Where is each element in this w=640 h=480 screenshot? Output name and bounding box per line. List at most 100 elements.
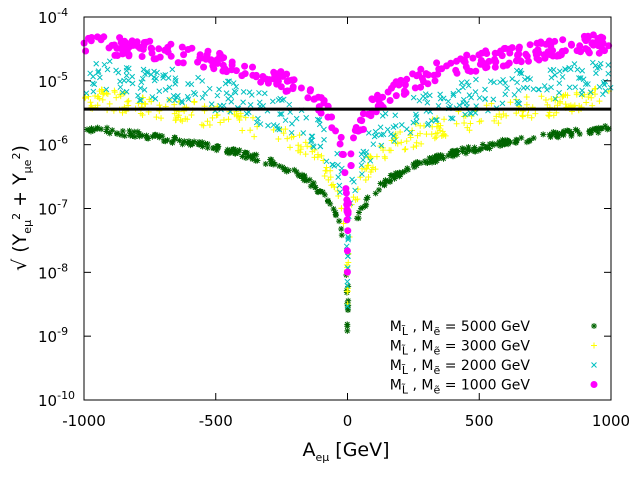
- data-point: [111, 87, 118, 94]
- data-point: [593, 70, 599, 77]
- data-point: [328, 182, 335, 189]
- data-point: [231, 88, 238, 95]
- data-point: [452, 66, 460, 74]
- data-point: [152, 133, 159, 140]
- data-point: [188, 140, 195, 147]
- data-point: [289, 120, 295, 127]
- data-point: [90, 73, 96, 80]
- data-point: [224, 146, 231, 153]
- data-point: [256, 99, 263, 106]
- data-point: [464, 79, 470, 85]
- data-point: [256, 89, 262, 96]
- data-point: [242, 154, 249, 161]
- data-point: [337, 133, 345, 141]
- data-point: [397, 129, 404, 136]
- data-point: [602, 123, 609, 130]
- data-point: [375, 186, 382, 193]
- data-point: [352, 124, 360, 131]
- data-point: [202, 140, 209, 147]
- data-point: [137, 85, 144, 91]
- data-point: [458, 80, 465, 86]
- data-point: [382, 110, 389, 117]
- x-tick-label: 0: [343, 412, 353, 430]
- data-point: [226, 78, 232, 85]
- data-point: [530, 86, 537, 92]
- data-point: [391, 138, 398, 144]
- data-point: [583, 99, 590, 106]
- data-point: [271, 71, 279, 79]
- data-point: [355, 209, 362, 216]
- data-point: [422, 91, 429, 97]
- data-point: [432, 117, 439, 124]
- data-point: [154, 69, 160, 76]
- data-point: [453, 57, 460, 65]
- data-point: [390, 133, 397, 139]
- data-point: [358, 162, 365, 169]
- data-point: [295, 142, 302, 149]
- data-point: [223, 90, 230, 97]
- data-point: [113, 67, 119, 74]
- data-point: [426, 92, 433, 99]
- data-point: [429, 159, 436, 166]
- data-point: [249, 154, 256, 161]
- data-point: [316, 188, 323, 195]
- data-point: [332, 209, 339, 216]
- data-point: [117, 39, 125, 47]
- data-point: [276, 163, 283, 170]
- data-point: [472, 89, 479, 95]
- data-point: [462, 150, 469, 157]
- data-point: [191, 138, 198, 145]
- data-point: [253, 119, 260, 126]
- data-point: [234, 149, 241, 156]
- data-point: [503, 112, 510, 119]
- data-point: [297, 143, 304, 150]
- data-point: [127, 132, 134, 139]
- data-point: [343, 216, 351, 224]
- data-point: [472, 148, 479, 155]
- data-point: [520, 85, 527, 91]
- data-point: [138, 97, 144, 104]
- data-point: [486, 145, 493, 152]
- data-point: [435, 103, 442, 109]
- data-point: [136, 97, 143, 104]
- data-point: [291, 166, 298, 173]
- data-point: [249, 63, 256, 71]
- data-point: [546, 113, 553, 120]
- data-point: [568, 133, 575, 140]
- data-point: [337, 189, 343, 196]
- data-point: [428, 155, 435, 162]
- data-point: [437, 122, 444, 129]
- data-point: [114, 130, 121, 137]
- data-point: [522, 76, 528, 83]
- data-point: [471, 144, 478, 151]
- data-point: [336, 182, 343, 189]
- data-point: [344, 282, 351, 289]
- data-point: [362, 177, 369, 184]
- data-point: [119, 89, 126, 96]
- y-tick-label: 10-8: [38, 261, 68, 282]
- data-point: [556, 89, 562, 96]
- data-point: [155, 45, 163, 53]
- data-point: [567, 40, 575, 48]
- data-point: [254, 157, 261, 164]
- data-point: [343, 268, 351, 276]
- data-point: [476, 94, 483, 101]
- data-point: [242, 114, 249, 121]
- data-point: [173, 94, 180, 100]
- data-point: [247, 101, 254, 108]
- data-point: [588, 40, 596, 48]
- data-point: [387, 178, 394, 185]
- data-point: [530, 135, 537, 142]
- data-point: [483, 144, 490, 151]
- data-point: [410, 94, 417, 101]
- data-point: [516, 100, 523, 107]
- data-point: [559, 74, 566, 80]
- data-point: [334, 150, 341, 157]
- data-point: [367, 153, 374, 160]
- data-point: [169, 66, 176, 73]
- data-point: [206, 121, 213, 128]
- data-point: [410, 144, 417, 151]
- data-point: [87, 99, 94, 106]
- data-point: [553, 109, 560, 116]
- data-point: [388, 84, 395, 92]
